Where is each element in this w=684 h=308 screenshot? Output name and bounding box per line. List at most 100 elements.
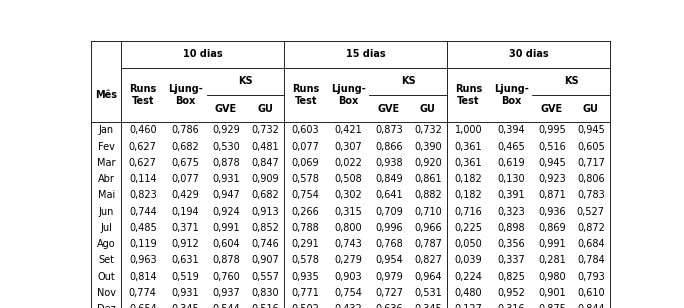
Text: Jun: Jun (98, 207, 114, 217)
Text: Runs
Test: Runs Test (129, 84, 157, 106)
Text: Ljung-
Box: Ljung- Box (168, 84, 202, 106)
Text: Mês: Mês (95, 90, 117, 100)
Text: 0,182: 0,182 (455, 174, 482, 184)
Text: 0,603: 0,603 (292, 125, 319, 136)
Text: 0,947: 0,947 (212, 190, 240, 201)
Text: 0,800: 0,800 (334, 223, 362, 233)
Text: 0,786: 0,786 (172, 125, 199, 136)
Text: 0,279: 0,279 (334, 255, 362, 265)
Text: 0,345: 0,345 (414, 304, 442, 308)
Text: Out: Out (97, 272, 115, 282)
Text: 0,754: 0,754 (292, 190, 319, 201)
Text: 0,039: 0,039 (455, 255, 482, 265)
Text: 0,460: 0,460 (129, 125, 157, 136)
Text: 0,814: 0,814 (129, 272, 157, 282)
Text: 0,627: 0,627 (129, 158, 157, 168)
Text: 0,963: 0,963 (129, 255, 157, 265)
Text: 0,771: 0,771 (292, 288, 319, 298)
Text: 0,878: 0,878 (212, 255, 240, 265)
Text: 0,361: 0,361 (455, 158, 482, 168)
Text: 0,531: 0,531 (414, 288, 442, 298)
Text: 0,784: 0,784 (577, 255, 605, 265)
Text: Set: Set (98, 255, 114, 265)
Text: 0,873: 0,873 (375, 125, 403, 136)
Text: 0,480: 0,480 (455, 288, 482, 298)
Text: 0,931: 0,931 (172, 288, 199, 298)
Text: 0,182: 0,182 (455, 190, 482, 201)
Text: 0,901: 0,901 (538, 288, 566, 298)
Text: 0,077: 0,077 (292, 142, 319, 152)
Text: 15 dias: 15 dias (346, 49, 386, 59)
Text: KS: KS (401, 76, 416, 87)
Text: 0,610: 0,610 (577, 288, 605, 298)
Text: 0,909: 0,909 (251, 174, 279, 184)
Text: 0,732: 0,732 (414, 125, 442, 136)
Text: 0,903: 0,903 (334, 272, 362, 282)
Text: 0,578: 0,578 (292, 255, 319, 265)
Text: 0,996: 0,996 (375, 223, 403, 233)
Text: 0,516: 0,516 (251, 304, 279, 308)
Text: 0,995: 0,995 (538, 125, 566, 136)
Text: 0,878: 0,878 (212, 158, 240, 168)
Text: 0,682: 0,682 (251, 190, 279, 201)
Text: 0,709: 0,709 (375, 207, 403, 217)
Text: 0,631: 0,631 (172, 255, 199, 265)
Text: 0,130: 0,130 (497, 174, 525, 184)
Text: 0,302: 0,302 (334, 190, 362, 201)
Text: 0,291: 0,291 (292, 239, 319, 249)
Text: 0,827: 0,827 (414, 255, 442, 265)
Text: 0,849: 0,849 (375, 174, 403, 184)
Text: Abr: Abr (98, 174, 115, 184)
Text: 0,875: 0,875 (538, 304, 566, 308)
Text: 0,069: 0,069 (292, 158, 319, 168)
Text: 0,787: 0,787 (414, 239, 442, 249)
Text: Ago: Ago (97, 239, 116, 249)
Text: 0,783: 0,783 (577, 190, 605, 201)
Text: 0,852: 0,852 (251, 223, 279, 233)
Text: 0,774: 0,774 (129, 288, 157, 298)
Text: 0,345: 0,345 (172, 304, 199, 308)
Text: 0,966: 0,966 (414, 223, 442, 233)
Text: Dez: Dez (97, 304, 116, 308)
Text: 0,912: 0,912 (172, 239, 199, 249)
Text: 0,847: 0,847 (251, 158, 279, 168)
Text: 0,732: 0,732 (251, 125, 279, 136)
Text: 0,937: 0,937 (212, 288, 240, 298)
Text: 0,390: 0,390 (414, 142, 442, 152)
Text: 0,760: 0,760 (212, 272, 240, 282)
Text: 0,945: 0,945 (538, 158, 566, 168)
Text: 0,050: 0,050 (455, 239, 482, 249)
Text: 0,936: 0,936 (538, 207, 566, 217)
Text: 0,194: 0,194 (172, 207, 199, 217)
Text: Ljung-
Box: Ljung- Box (331, 84, 365, 106)
Text: KS: KS (564, 76, 579, 87)
Text: Runs
Test: Runs Test (292, 84, 319, 106)
Text: 0,225: 0,225 (455, 223, 483, 233)
Text: 0,316: 0,316 (497, 304, 525, 308)
Text: Jul: Jul (101, 223, 112, 233)
Text: 0,920: 0,920 (414, 158, 442, 168)
Text: 0,356: 0,356 (497, 239, 525, 249)
Text: 0,508: 0,508 (334, 174, 362, 184)
Text: 0,481: 0,481 (251, 142, 279, 152)
Text: 0,979: 0,979 (375, 272, 403, 282)
Text: 0,636: 0,636 (375, 304, 403, 308)
Text: 0,429: 0,429 (172, 190, 199, 201)
Text: 0,605: 0,605 (577, 142, 605, 152)
Text: 0,954: 0,954 (375, 255, 403, 265)
Text: 0,754: 0,754 (334, 288, 362, 298)
Text: 0,825: 0,825 (497, 272, 525, 282)
Text: 0,323: 0,323 (497, 207, 525, 217)
Text: 0,991: 0,991 (212, 223, 240, 233)
Text: 0,935: 0,935 (292, 272, 319, 282)
Text: Runs
Test: Runs Test (455, 84, 482, 106)
Text: Nov: Nov (96, 288, 116, 298)
Text: 0,923: 0,923 (538, 174, 566, 184)
Text: 0,869: 0,869 (538, 223, 566, 233)
Text: 0,627: 0,627 (129, 142, 157, 152)
Text: 0,806: 0,806 (577, 174, 605, 184)
Text: 1,000: 1,000 (455, 125, 482, 136)
Text: 0,929: 0,929 (212, 125, 240, 136)
Text: 0,907: 0,907 (251, 255, 279, 265)
Text: 0,675: 0,675 (171, 158, 199, 168)
